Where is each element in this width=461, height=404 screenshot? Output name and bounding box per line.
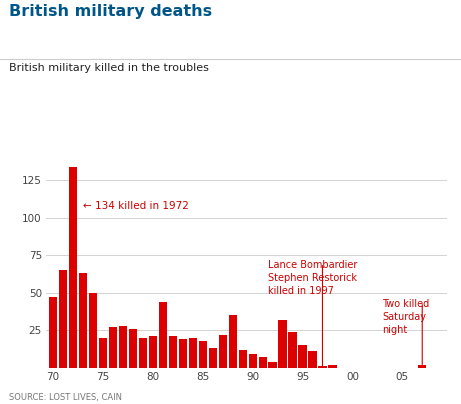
Text: SOURCE: LOST LIVES, CAIN: SOURCE: LOST LIVES, CAIN xyxy=(9,393,122,402)
Bar xyxy=(129,328,137,368)
Bar xyxy=(308,351,317,368)
Bar xyxy=(49,297,57,368)
Bar xyxy=(99,338,107,368)
Bar xyxy=(278,320,287,368)
Text: British military killed in the troubles: British military killed in the troubles xyxy=(9,63,209,73)
Text: Two killed
Saturday
night: Two killed Saturday night xyxy=(382,299,430,335)
Bar xyxy=(89,292,97,368)
Text: ← 134 killed in 1972: ← 134 killed in 1972 xyxy=(83,200,189,210)
Bar xyxy=(169,336,177,368)
Text: British military deaths: British military deaths xyxy=(9,4,213,19)
Bar xyxy=(189,338,197,368)
Bar xyxy=(248,354,257,368)
Bar xyxy=(289,332,296,368)
Bar xyxy=(209,348,217,368)
Bar xyxy=(268,362,277,368)
Bar xyxy=(418,365,426,368)
Bar xyxy=(69,166,77,368)
Bar xyxy=(119,326,127,368)
Bar xyxy=(219,335,227,368)
Bar xyxy=(109,327,117,368)
Text: Lance Bombardier
Stephen Restorick
killed in 1997: Lance Bombardier Stephen Restorick kille… xyxy=(267,260,357,296)
Bar xyxy=(298,345,307,368)
Bar xyxy=(238,349,247,368)
Bar xyxy=(179,339,187,368)
Bar xyxy=(229,315,237,368)
Bar xyxy=(159,302,167,368)
Bar xyxy=(59,270,67,368)
Bar xyxy=(328,365,337,368)
Bar xyxy=(319,366,326,368)
Bar xyxy=(139,338,147,368)
Bar xyxy=(79,273,87,368)
Bar xyxy=(259,357,266,368)
Bar xyxy=(149,336,157,368)
Bar xyxy=(199,341,207,368)
